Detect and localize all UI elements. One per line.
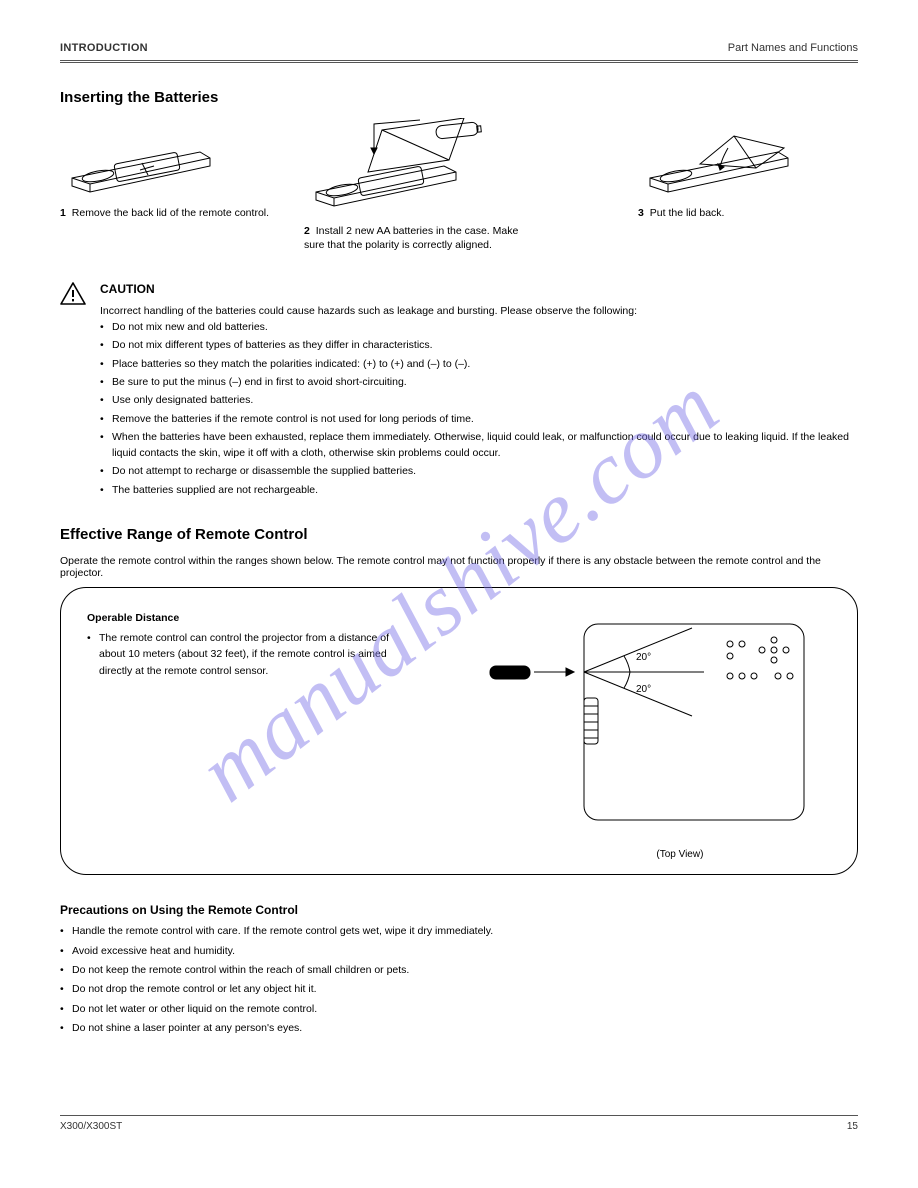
- remote-step1-icon: [60, 118, 230, 200]
- caution-intro: Incorrect handling of the batteries coul…: [100, 303, 858, 319]
- caution-item: Be sure to put the minus (–) end in firs…: [100, 374, 858, 390]
- caution-text: CAUTION Incorrect handling of the batter…: [100, 280, 858, 500]
- step-3-num: 3: [638, 207, 644, 219]
- page-footer: X300/X300ST 15: [60, 1115, 858, 1132]
- range-caption: (Top View): [434, 849, 831, 860]
- page-container: INTRODUCTION Part Names and Functions In…: [60, 42, 858, 1132]
- range-box: Operable Distance The remote control can…: [60, 587, 858, 875]
- range-left: Operable Distance The remote control can…: [87, 610, 414, 860]
- step-1-text: Remove the back lid of the remote contro…: [72, 207, 269, 219]
- battery-steps: 1 Remove the back lid of the remote cont…: [60, 118, 858, 252]
- precautions-heading: Precautions on Using the Remote Control: [60, 901, 858, 920]
- range-distance-heading: Operable Distance: [87, 610, 414, 626]
- precaution-item: Do not drop the remote control or let an…: [60, 981, 858, 997]
- caution-item: Place batteries so they match the polari…: [100, 356, 858, 372]
- warning-triangle-icon: [60, 282, 88, 311]
- precautions-block: Precautions on Using the Remote Control …: [60, 901, 858, 1036]
- header-divider: [60, 60, 858, 63]
- angle-top-label: 20°: [636, 652, 651, 663]
- caution-heading: CAUTION: [100, 280, 858, 299]
- precaution-item: Do not keep the remote control within th…: [60, 962, 858, 978]
- caution-item: The batteries supplied are not rechargea…: [100, 482, 858, 498]
- step-2-text: Install 2 new AA batteries in the case. …: [304, 225, 518, 251]
- step-1-label: 1 Remove the back lid of the remote cont…: [60, 206, 280, 220]
- caution-item: Do not attempt to recharge or disassembl…: [100, 463, 858, 479]
- header-section: INTRODUCTION: [60, 42, 148, 54]
- remote-step2-icon: [304, 118, 494, 218]
- caution-item: Remove the batteries if the remote contr…: [100, 411, 858, 427]
- footer-model: X300/X300ST: [60, 1121, 122, 1132]
- battery-step-3: 3 Put the lid back.: [638, 118, 858, 252]
- footer-page-number: 15: [847, 1121, 858, 1132]
- battery-step-2: 2 Install 2 new AA batteries in the case…: [304, 118, 524, 252]
- caution-item: Do not mix new and old batteries.: [100, 319, 858, 335]
- step-3-text: Put the lid back.: [650, 207, 725, 219]
- range-title: Effective Range of Remote Control: [60, 526, 858, 543]
- step-2-num: 2: [304, 225, 310, 237]
- caution-list: Do not mix new and old batteries. Do not…: [100, 319, 858, 498]
- battery-title: Inserting the Batteries: [60, 89, 858, 106]
- range-right: 20° 20° (Top View): [434, 610, 831, 860]
- caution-block: CAUTION Incorrect handling of the batter…: [60, 280, 858, 500]
- precautions-list: Handle the remote control with care. If …: [60, 923, 858, 1036]
- precaution-item: Do not let water or other liquid on the …: [60, 1001, 858, 1017]
- caution-item: When the batteries have been exhausted, …: [100, 429, 858, 462]
- remote-step3-icon: [638, 118, 808, 200]
- angle-bottom-label: 20°: [636, 684, 651, 695]
- caution-item: Do not mix different types of batteries …: [100, 337, 858, 353]
- precaution-item: Do not shine a laser pointer at any pers…: [60, 1020, 858, 1036]
- range-distance-item: The remote control can control the proje…: [87, 630, 414, 679]
- step-spacer: [548, 118, 614, 252]
- range-diagram-icon: 20° 20°: [434, 610, 814, 840]
- step-1-num: 1: [60, 207, 66, 219]
- range-subtitle: Operate the remote control within the ra…: [60, 555, 858, 579]
- header-subtitle: Part Names and Functions: [728, 42, 858, 54]
- page-header: INTRODUCTION Part Names and Functions: [60, 42, 858, 60]
- caution-item: Use only designated batteries.: [100, 392, 858, 408]
- precaution-item: Avoid excessive heat and humidity.: [60, 943, 858, 959]
- battery-step-1: 1 Remove the back lid of the remote cont…: [60, 118, 280, 252]
- precaution-item: Handle the remote control with care. If …: [60, 923, 858, 939]
- step-2-label: 2 Install 2 new AA batteries in the case…: [304, 224, 524, 252]
- step-3-label: 3 Put the lid back.: [638, 206, 858, 220]
